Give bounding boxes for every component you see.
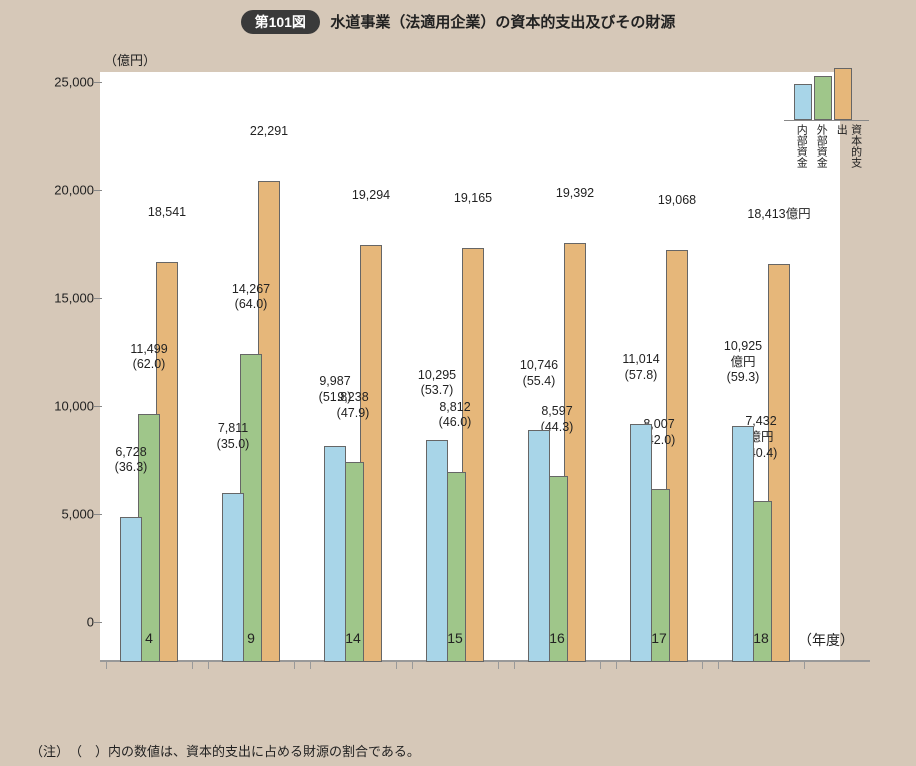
x-group-tick <box>208 662 209 669</box>
legend-label-blue: 内部資金 <box>794 124 808 168</box>
x-group-tick <box>396 662 397 669</box>
y-tick-mark <box>94 406 102 407</box>
x-group-tick <box>718 662 719 669</box>
bar-label-orange: 18,541 <box>148 205 186 221</box>
x-tick-label: 4 <box>145 630 153 646</box>
y-axis-unit: （億円） <box>104 50 156 69</box>
bar-label-green: 8,812(46.0) <box>439 400 472 431</box>
bar-label-blue: 10,746(55.4) <box>520 358 558 389</box>
bar-label-orange: 19,392 <box>556 186 594 202</box>
y-tick-mark <box>94 82 102 83</box>
legend-swatch-green <box>814 76 832 120</box>
x-tick-label: 9 <box>247 630 255 646</box>
x-tick-label: 17 <box>651 630 667 646</box>
x-tick-label: 14 <box>345 630 361 646</box>
x-group-tick <box>192 662 193 669</box>
figure-title: 水道事業（法適用企業）の資本的支出及びその財源 <box>330 14 675 31</box>
x-group-tick <box>616 662 617 669</box>
bar-blue <box>222 493 244 662</box>
x-tick-label: 15 <box>447 630 463 646</box>
x-group-tick <box>600 662 601 669</box>
legend-label-orange: 資本的支出 <box>834 124 863 170</box>
x-group-tick <box>702 662 703 669</box>
y-tick-label: 25,000 <box>34 75 94 90</box>
figure-badge: 第101図 <box>241 10 320 34</box>
legend-baseline <box>784 120 869 122</box>
bar-label-blue: 7,811(35.0) <box>217 421 250 452</box>
bar-blue <box>120 517 142 662</box>
bar-label-orange: 19,294 <box>352 188 390 204</box>
footnote: （注） （ ）内の数値は、資本的支出に占める財源の割合である。 <box>30 741 420 760</box>
y-tick-label: 0 <box>34 615 94 630</box>
bar-label-orange: 19,068 <box>658 193 696 209</box>
x-group-tick <box>412 662 413 669</box>
bar-label-orange: 22,291 <box>250 124 288 140</box>
x-group-tick <box>310 662 311 669</box>
bar-label-green: 14,267(64.0) <box>232 282 270 313</box>
bar-label-blue: 11,014(57.8) <box>622 352 659 383</box>
bar-blue <box>324 446 346 662</box>
chart-container: 第101図 水道事業（法適用企業）の資本的支出及びその財源 （億円） 0 5,00… <box>30 10 886 756</box>
y-tick-mark <box>94 298 102 299</box>
y-tick-mark <box>94 514 102 515</box>
bar-blue <box>630 424 652 662</box>
bar-blue <box>732 426 754 662</box>
legend: 内部資金 外部資金 資本的支出 <box>784 70 874 170</box>
bar-label-green: 11,499(62.0) <box>130 342 167 373</box>
bar-blue <box>426 440 448 662</box>
bar-label-blue: 9,987(51.8) <box>319 374 352 405</box>
chart-title: 第101図 水道事業（法適用企業）の資本的支出及びその財源 <box>30 10 886 34</box>
y-tick-label: 5,000 <box>34 507 94 522</box>
plot-area: （億円） 0 5,000 10,000 15,000 20,000 25,000 18,5… <box>30 42 886 702</box>
bar-label-blue: 10,295(53.7) <box>418 368 456 399</box>
legend-swatch-orange <box>834 68 852 120</box>
x-axis-suffix: （年度） <box>798 630 854 650</box>
bar-label-orange: 19,165 <box>454 191 492 207</box>
bar-blue <box>528 430 550 662</box>
x-group-tick <box>514 662 515 669</box>
y-tick-label: 20,000 <box>34 183 94 198</box>
x-tick-label: 16 <box>549 630 565 646</box>
y-tick-mark <box>94 622 102 623</box>
y-tick-label: 10,000 <box>34 399 94 414</box>
y-tick-label: 15,000 <box>34 291 94 306</box>
bar-label-blue: 6,728(36.3) <box>115 445 148 476</box>
legend-label-green: 外部資金 <box>814 124 828 168</box>
x-group-tick <box>106 662 107 669</box>
legend-swatch-blue <box>794 84 812 120</box>
bar-label-orange: 18,413億円 <box>747 207 810 223</box>
x-group-tick <box>498 662 499 669</box>
bar-label-blue: 10,925億円(59.3) <box>724 339 762 386</box>
x-group-tick <box>294 662 295 669</box>
x-group-tick <box>804 662 805 669</box>
y-tick-mark <box>94 190 102 191</box>
x-tick-label: 18 <box>753 630 769 646</box>
